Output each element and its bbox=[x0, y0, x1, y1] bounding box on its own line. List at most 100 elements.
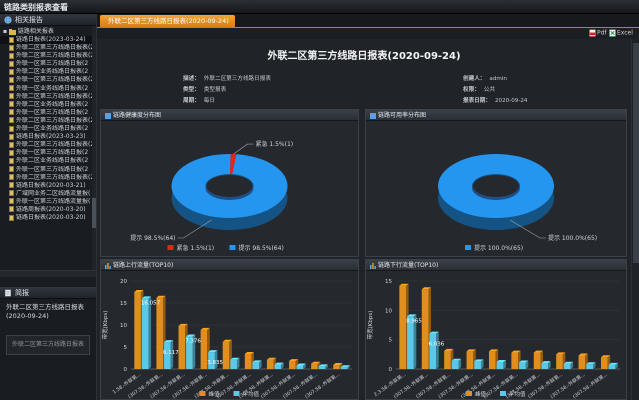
report-file-icon bbox=[9, 198, 14, 205]
tree-item-label: 外联二区第三方线路日报表(2 bbox=[16, 141, 95, 149]
tree-item-label: 外联二区业务线路日报表(2 bbox=[16, 100, 89, 108]
bar-average bbox=[407, 316, 414, 369]
pie-leader-line bbox=[177, 219, 212, 239]
bar-average bbox=[296, 365, 304, 369]
bar-top bbox=[208, 350, 218, 353]
export-pdf-button[interactable]: Pdf bbox=[589, 29, 607, 37]
tree-item[interactable]: 外联二区业务线路日报表(2 bbox=[0, 68, 96, 76]
tree-item[interactable]: 外联一区第三方线路流量报( bbox=[0, 198, 96, 206]
report-file-icon bbox=[9, 125, 14, 132]
sidebar-splitter[interactable] bbox=[0, 277, 96, 287]
tree-item[interactable]: 外联二区第三方线路日报表(2 bbox=[0, 141, 96, 149]
bar-top bbox=[318, 364, 328, 367]
legend-swatch bbox=[500, 391, 506, 396]
bar-side bbox=[347, 365, 350, 369]
tree-item[interactable]: 外联二区第三方线路日报表(2 bbox=[0, 174, 96, 182]
report-file-icon bbox=[9, 190, 14, 197]
tree-item[interactable]: 外联一区第三方线路日报(2 bbox=[0, 60, 96, 68]
collapse-icon[interactable]: ▪ bbox=[3, 28, 8, 35]
bar-side bbox=[303, 363, 306, 369]
bar-average bbox=[186, 336, 193, 369]
tree-item[interactable]: 外联二区业务线路日报表(2 bbox=[0, 101, 96, 109]
legend-label: 提示 100.0%(65) bbox=[474, 244, 523, 252]
tree-item[interactable]: 外联一区第三方线路日报(2 bbox=[0, 109, 96, 117]
tree-item[interactable]: 链路日报表(2020-03-20) bbox=[0, 214, 96, 222]
report-file-icon bbox=[9, 174, 14, 181]
tree-item-label: 外联二区第三方线路日报表(2 bbox=[16, 44, 95, 52]
tree-item[interactable]: 外联二区业务线路日报表(2 bbox=[0, 157, 96, 165]
bar-side bbox=[413, 314, 417, 369]
bar-peak bbox=[533, 352, 541, 369]
bar-top bbox=[178, 323, 188, 326]
bar-side bbox=[548, 361, 551, 369]
y-tick-label: 15 bbox=[385, 279, 392, 285]
report-file-icon bbox=[9, 166, 14, 172]
tree-item-label: 链路日报表(2023-03-24) bbox=[16, 36, 86, 43]
tree-item[interactable]: 外联一区业务线路日报表(2 bbox=[0, 125, 96, 133]
meta-type: 类型： 类型报表 bbox=[183, 85, 226, 93]
bar-top bbox=[578, 353, 588, 356]
x-tick-label: (307.58.-外联第... bbox=[303, 371, 341, 399]
tree-item-label: 外联一区业务线路日报表(2 bbox=[16, 125, 89, 133]
tree-item[interactable]: 链路日报表(2020-03-21) bbox=[0, 182, 96, 190]
brief-open-button[interactable]: 外联二区第三方线路日报表 bbox=[6, 335, 90, 355]
tree-item-label: 外联二区业务线路日报表(2 bbox=[16, 157, 89, 165]
tree-item[interactable]: 外联一区第三方线路日报(2 bbox=[0, 149, 96, 157]
report-file-icon bbox=[9, 68, 14, 75]
tree-item-label: 外联二区第三方线路日报表(2 bbox=[16, 173, 95, 181]
tree-item[interactable]: 外联一区第三方线路日报表(2 bbox=[0, 76, 96, 84]
report-file-icon bbox=[9, 93, 14, 100]
bar-average bbox=[208, 352, 215, 369]
meta-creator-label: 创建人： bbox=[463, 76, 486, 82]
bar-side bbox=[436, 331, 439, 369]
app-title: 链路类别报表查看 bbox=[4, 3, 68, 12]
bar-side bbox=[192, 334, 196, 369]
donut-hole bbox=[206, 175, 253, 197]
card-title: 链路下行流量(TOP10) bbox=[378, 262, 439, 269]
bar-peak bbox=[266, 359, 274, 369]
tree-root[interactable]: ▪ 链路相关报表 bbox=[0, 28, 96, 36]
tree-horizontal-scrollbar[interactable] bbox=[0, 270, 96, 277]
report-file-icon bbox=[9, 44, 14, 51]
bar-top bbox=[466, 349, 476, 352]
tree-item[interactable]: 外联一区第三方线路日报(2 bbox=[0, 166, 96, 174]
report-body: 外联二区第三方线路日报表(2020-09-24) 描述： 外联二区第三方线路日报表… bbox=[97, 39, 631, 400]
bar-top bbox=[252, 360, 262, 363]
tree-scrollbar[interactable] bbox=[92, 26, 96, 270]
bar-peak bbox=[556, 354, 563, 369]
tree-item[interactable]: 外联二区第三方线路日报表(2 bbox=[0, 93, 96, 101]
bar-top bbox=[296, 363, 306, 366]
tree-item[interactable]: 外联二区第三方线路日报表(2 bbox=[0, 117, 96, 125]
tree-item[interactable]: 链路日报表(2023-03-24) bbox=[0, 36, 96, 45]
tree-item[interactable]: 外联二区第三方线路日报表(2 bbox=[0, 44, 96, 52]
bar-peak bbox=[289, 361, 296, 369]
tree-item[interactable]: 广域网业务二区线路流量报( bbox=[0, 190, 96, 198]
tree-item[interactable]: 外联一区业务线路日报表(2 bbox=[0, 85, 96, 93]
export-excel-button[interactable]: Excel bbox=[609, 29, 633, 37]
bar-side bbox=[148, 296, 152, 369]
bar-average bbox=[340, 367, 348, 369]
bar-top bbox=[541, 361, 551, 364]
report-file-icon bbox=[9, 101, 14, 108]
tree-item[interactable]: 链路周报表(2020-03-20) bbox=[0, 206, 96, 214]
tab-report[interactable]: 外联二区第三方线路日报表(2020-09-24) bbox=[100, 15, 235, 28]
legend-label: 平均值 bbox=[509, 390, 526, 398]
meta-creator-value: admin bbox=[489, 76, 507, 82]
report-scrollbar[interactable] bbox=[631, 39, 639, 400]
report-scrollbar-thumb[interactable] bbox=[633, 43, 639, 263]
tree-item[interactable]: 外联二区第三方线路日报表(2 bbox=[0, 52, 96, 60]
tree-scrollbar-thumb[interactable] bbox=[92, 198, 96, 228]
pie-label: 提示 98.5%(64) bbox=[130, 234, 175, 242]
bar-average bbox=[164, 342, 171, 369]
data-label: 6.036 bbox=[428, 342, 444, 348]
bar-average bbox=[608, 364, 616, 369]
report-file-icon bbox=[9, 206, 14, 213]
uplink-top10-card: 链路上行流量(TOP10) 带宽(Kbps) 0 5 10 15 20 1.58.-外联第.… bbox=[100, 259, 359, 400]
bar-peak bbox=[421, 289, 429, 369]
tree-item[interactable]: 链路日报表(2023-03-23) bbox=[0, 133, 96, 141]
tree-item-label: 外联一区第三方线路流量报( bbox=[16, 197, 91, 205]
bar-peak bbox=[578, 355, 586, 369]
y-tick-label: 0 bbox=[389, 367, 393, 373]
tab-report-label: 外联二区第三方线路日报表(2020-09-24) bbox=[108, 17, 229, 25]
tree-item-label: 链路日报表(2020-03-20) bbox=[16, 214, 86, 222]
